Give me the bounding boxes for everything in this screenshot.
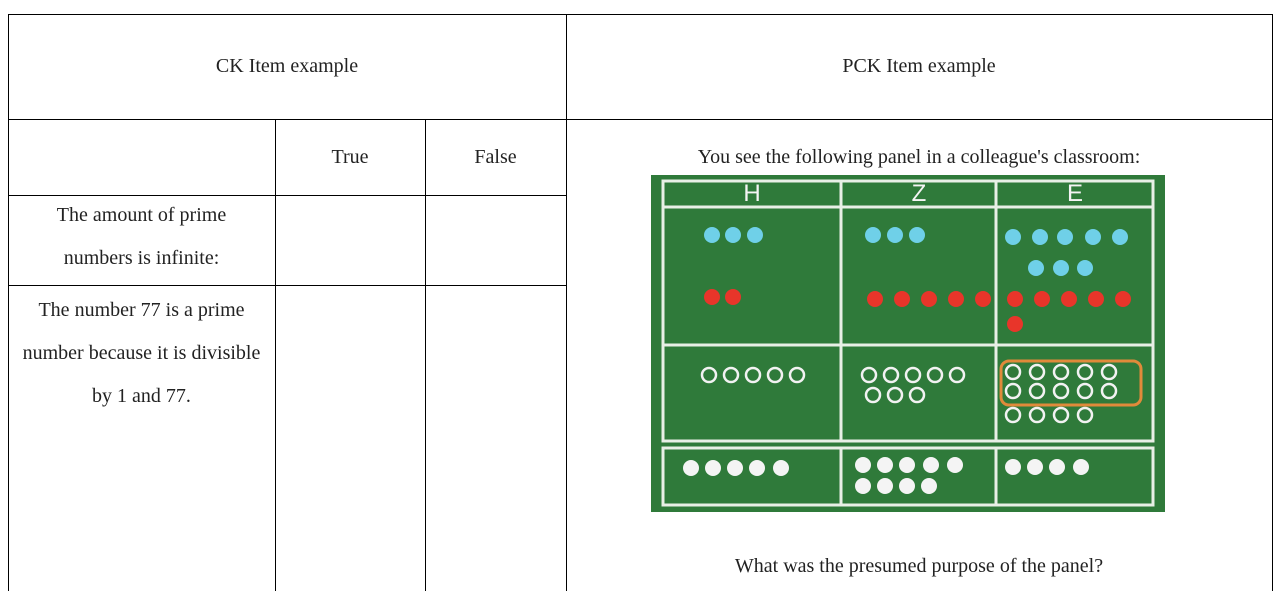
header-cell: CK Item example xyxy=(215,55,359,77)
column-label: Z xyxy=(912,180,927,207)
column-label: H xyxy=(743,180,760,207)
column-header: True xyxy=(331,146,369,168)
border xyxy=(8,14,9,591)
prompt: You see the following panel in a colleag… xyxy=(697,146,1141,168)
header-cell: PCK Item example xyxy=(842,55,996,77)
red-dots xyxy=(704,289,1131,332)
chalk-lines xyxy=(661,179,1155,507)
border xyxy=(8,195,566,196)
statement: The amount of prime numbers is infinite: xyxy=(56,204,227,269)
border xyxy=(566,14,567,591)
border xyxy=(425,119,426,591)
question: What was the presumed purpose of the pan… xyxy=(734,555,1104,577)
column-label: E xyxy=(1067,180,1083,207)
statement: The number 77 is a prime number because … xyxy=(22,299,261,407)
border xyxy=(8,14,1273,15)
border xyxy=(8,119,1273,120)
chalkboard-panel: H Z E xyxy=(651,175,1165,512)
border xyxy=(275,119,276,591)
border xyxy=(8,285,566,286)
outline-dots xyxy=(700,363,1118,424)
border xyxy=(1272,14,1273,591)
blue-dots xyxy=(704,227,1128,276)
white-dots xyxy=(683,457,1089,494)
column-header: False xyxy=(474,146,517,168)
highlight xyxy=(999,359,1143,407)
